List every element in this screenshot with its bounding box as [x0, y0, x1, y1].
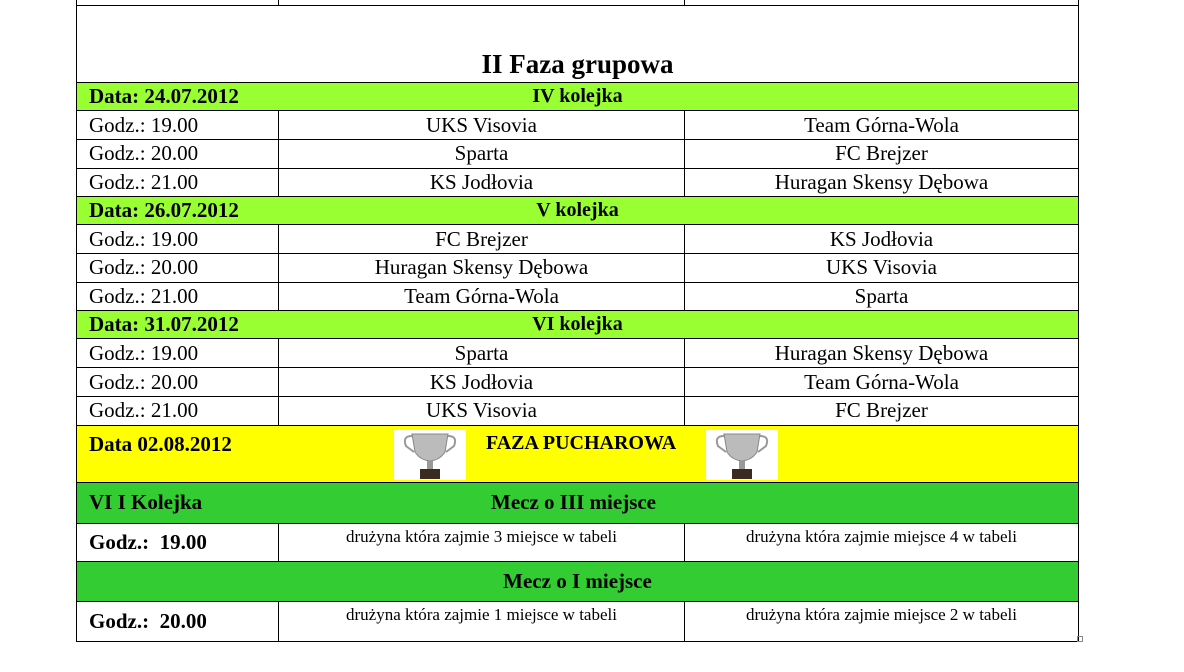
- away-team: FC Brejzer: [684, 140, 1078, 168]
- match-row: Godz.: 20.00 KS Jodłovia Team Górna-Wola: [77, 368, 1078, 397]
- match-time: Godz.: 21.00: [89, 284, 199, 309]
- time-label: Godz.:: [89, 529, 150, 554]
- match-time: Godz.: 20.00: [89, 141, 199, 166]
- time-value: 20.00: [159, 608, 207, 633]
- schedule-table: II Faza grupowa Data: 24.07.2012 IV kole…: [76, 0, 1079, 642]
- match-row: Godz.: 21.00 Team Górna-Wola Sparta: [77, 282, 1078, 312]
- home-team: UKS Visovia: [278, 396, 684, 425]
- round-header: Data: 26.07.2012 V kolejka: [77, 197, 1078, 226]
- round-header: Data: 24.07.2012 IV kolejka: [77, 83, 1078, 111]
- trophy-icon: [394, 429, 466, 480]
- match-row: Godz.: 19.00 drużyna która zajmie 3 miej…: [77, 523, 1078, 562]
- round-date: Data: 26.07.2012: [89, 198, 239, 223]
- match-row: Godz.: 20.00 drużyna która zajmie 1 miej…: [77, 601, 1078, 642]
- home-team: FC Brejzer: [278, 225, 684, 254]
- cup-title: FAZA PUCHAROWA: [486, 431, 677, 454]
- home-team: drużyna która zajmie 1 miejsce w tabeli: [278, 601, 684, 641]
- resize-handle[interactable]: [1077, 636, 1083, 642]
- round-name: VI kolejka: [532, 313, 623, 336]
- match-row: Godz.: 19.00 Sparta Huragan Skensy Dębow…: [77, 339, 1078, 369]
- away-team: KS Jodłovia: [684, 225, 1078, 254]
- away-team: UKS Visovia: [684, 254, 1078, 282]
- match-row: Godz.: 20.00 Huragan Skensy Dębowa UKS V…: [77, 254, 1078, 283]
- final-title: Mecz o I miejsce: [503, 568, 652, 593]
- home-team: Huragan Skensy Dębowa: [278, 254, 684, 282]
- home-team: UKS Visovia: [278, 111, 684, 139]
- match-row: Godz.: 19.00 UKS Visovia Team Górna-Wola: [77, 111, 1078, 140]
- away-team: drużyna która zajmie miejsce 2 w tabeli: [684, 601, 1078, 641]
- match-time: Godz.: 19.00: [89, 112, 199, 137]
- third-place-title: Mecz o III miejsce: [491, 490, 657, 515]
- round-date: Data: 24.07.2012: [89, 84, 239, 108]
- match-time: Godz.: 21.00: [89, 398, 199, 423]
- away-team: Sparta: [684, 282, 1078, 311]
- third-place-header: VI I Kolejka Mecz o III miejsce: [77, 482, 1078, 524]
- home-team: KS Jodłovia: [278, 368, 684, 396]
- away-team: FC Brejzer: [684, 396, 1078, 425]
- away-team: drużyna która zajmie miejsce 4 w tabeli: [684, 523, 1078, 561]
- round-header: Data: 31.07.2012 VI kolejka: [77, 311, 1078, 340]
- match-time: Godz.: 20.00: [89, 369, 199, 394]
- away-team: Huragan Skensy Dębowa: [684, 168, 1078, 197]
- match-row: Godz.: 19.00 FC Brejzer KS Jodłovia: [77, 225, 1078, 255]
- match-time: Godz.: 19.00: [89, 340, 199, 365]
- previous-row: [77, 0, 1078, 6]
- match-row: Godz.: 21.00 KS Jodłovia Huragan Skensy …: [77, 168, 1078, 198]
- home-team: drużyna która zajmie 3 miejsce w tabeli: [278, 523, 684, 561]
- home-team: Sparta: [278, 339, 684, 368]
- section-title: II Faza grupowa: [77, 6, 1078, 83]
- trophy-icon: [706, 429, 778, 480]
- away-team: Team Górna-Wola: [684, 368, 1078, 396]
- cup-round: VI I Kolejka: [89, 490, 203, 515]
- match-time: Godz.: 20.00: [89, 255, 199, 280]
- round-date: Data: 31.07.2012: [89, 312, 239, 337]
- away-team: Team Górna-Wola: [684, 111, 1078, 139]
- match-time: Godz.: 19.00: [89, 226, 199, 251]
- home-team: KS Jodłovia: [278, 168, 684, 197]
- time-value: 19.00: [159, 529, 207, 554]
- match-time: Godz.: 21.00: [89, 169, 199, 194]
- cup-header: Data 02.08.2012 FAZA PUCHAROWA: [77, 425, 1078, 483]
- home-team: Team Górna-Wola: [278, 282, 684, 311]
- home-team: Sparta: [278, 140, 684, 168]
- away-team: Huragan Skensy Dębowa: [684, 339, 1078, 368]
- cup-date: Data 02.08.2012: [89, 431, 232, 456]
- final-header: Mecz o I miejsce: [77, 561, 1078, 602]
- match-row: Godz.: 20.00 Sparta FC Brejzer: [77, 140, 1078, 169]
- round-name: V kolejka: [536, 199, 619, 222]
- time-label: Godz.:: [89, 608, 150, 633]
- match-row: Godz.: 21.00 UKS Visovia FC Brejzer: [77, 396, 1078, 426]
- round-name: IV kolejka: [532, 85, 623, 107]
